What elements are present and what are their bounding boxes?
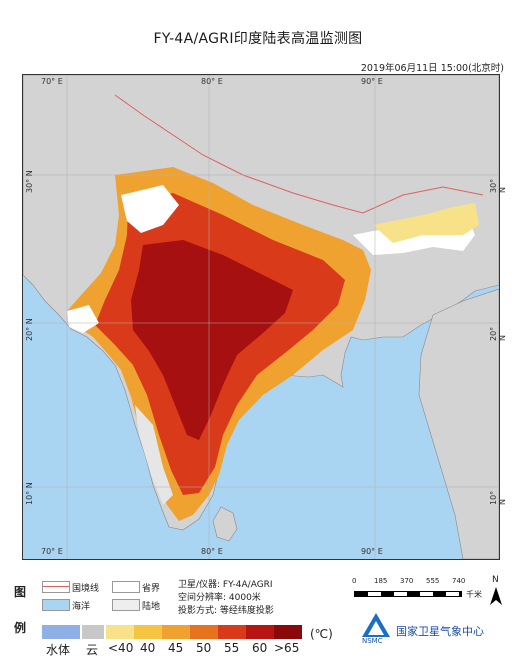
temp-swatch-2 xyxy=(162,625,190,639)
land-swatch xyxy=(112,599,140,611)
cloud-patch-south xyxy=(135,405,173,505)
temp-label-3: 50 xyxy=(196,641,212,655)
lon-tick-bottom-70: 70° E xyxy=(41,547,63,556)
heat-east-fringe xyxy=(373,203,479,243)
temp-swatch-5 xyxy=(246,625,274,639)
scale-tick-555: 555 xyxy=(426,577,440,585)
lat-tick-left-10: 10° N xyxy=(25,482,34,505)
temp-label-2: 45 xyxy=(168,641,184,655)
india-heat-core xyxy=(131,240,293,440)
ocean-label: 海洋 xyxy=(72,602,91,612)
lat-tick-left-30: 30° N xyxy=(25,170,34,193)
scale-tick-0: 0 xyxy=(352,577,357,585)
land-srilanka xyxy=(212,506,238,542)
lat-tick-right-30: 30° N xyxy=(489,178,507,193)
cloud-label: 云 xyxy=(86,643,99,657)
scale-tick-740: 740 xyxy=(452,577,466,585)
lon-tick-bottom-80: 80° E xyxy=(201,547,223,556)
national-boundary xyxy=(114,94,484,214)
lon-tick-top-90: 90° E xyxy=(361,77,383,86)
agency-logo-text: NSMC xyxy=(362,637,383,645)
land-east xyxy=(418,288,499,559)
lon-tick-top-70: 70° E xyxy=(41,77,63,86)
boundary-province-label: 省界 xyxy=(142,584,161,594)
timestamp: 2019年06月11日 15:00(北京时) xyxy=(360,63,504,74)
agency-name: 国家卫星气象中心 xyxy=(396,625,484,638)
north-label: N xyxy=(492,575,499,585)
map-canvas xyxy=(23,75,499,559)
temp-label-0: <40 xyxy=(108,641,134,655)
temp-label-1: 40 xyxy=(140,641,156,655)
ocean-swatch xyxy=(42,599,70,611)
legend: 图 例 国境线 省界 海洋 陆地 卫星/仪器: FY-4A/AGRI 空间分辨率… xyxy=(10,575,510,661)
cloud-patch-west xyxy=(67,305,99,333)
boundary-national-label: 国境线 xyxy=(72,584,100,594)
scale-tick-185: 185 xyxy=(374,577,388,585)
temp-label-5: 60 xyxy=(252,641,268,655)
legend-li: 例 xyxy=(14,621,27,635)
legend-tu: 图 xyxy=(14,585,27,599)
resolution-label: 空间分辨率: 4000米 xyxy=(178,593,261,603)
temp-unit: (℃) xyxy=(310,627,333,641)
temp-swatch-1 xyxy=(134,625,162,639)
map-frame: 70° E 80° E 90° E 70° E 80° E 90° E 30° … xyxy=(22,74,507,560)
scale-tick-370: 370 xyxy=(400,577,414,585)
scale-bar-graphic xyxy=(354,591,462,597)
land-label: 陆地 xyxy=(142,602,161,612)
boundary-national-swatch xyxy=(42,581,70,593)
map-title: FY-4A/AGRI印度陆表高温监测图 xyxy=(153,31,363,47)
temp-label-6: >65 xyxy=(274,641,300,655)
cloud-swatch xyxy=(82,625,104,639)
lat-tick-right-10: 10° N xyxy=(489,490,507,505)
temp-swatch-4 xyxy=(218,625,246,639)
temp-label-4: 55 xyxy=(224,641,240,655)
lat-tick-left-20: 20° N xyxy=(25,318,34,341)
water-swatch xyxy=(42,625,80,639)
temp-swatch-3 xyxy=(190,625,218,639)
scale-unit: 千米 xyxy=(466,590,482,599)
cloud-patch-north xyxy=(121,185,179,233)
satellite-label: 卫星/仪器: FY-4A/AGRI xyxy=(178,580,273,590)
temp-swatch-0 xyxy=(106,625,134,639)
lon-tick-top-80: 80° E xyxy=(201,77,223,86)
projection-label: 投影方式: 等经纬度投影 xyxy=(178,606,274,616)
temp-swatch-6 xyxy=(274,625,302,639)
graticule xyxy=(23,75,499,559)
water-label: 水体 xyxy=(46,643,71,657)
lat-tick-right-20: 20° N xyxy=(489,326,507,341)
boundary-province-swatch xyxy=(112,581,140,593)
lon-tick-bottom-90: 90° E xyxy=(361,547,383,556)
